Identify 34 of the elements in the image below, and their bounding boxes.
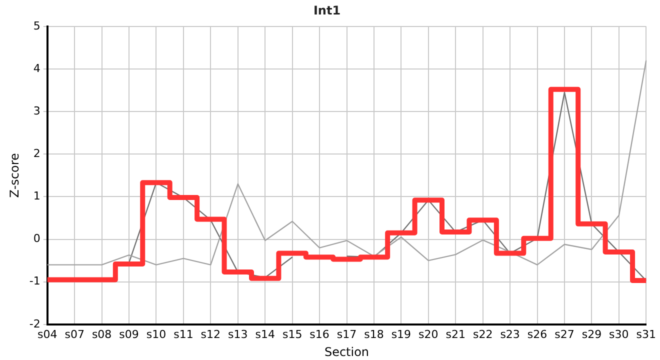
x-axis-title: Section [324,344,370,359]
y-tick-label: 3 [33,104,40,118]
x-tick-label: s11 [174,328,194,341]
x-tick-label: s09 [119,328,139,341]
x-tick-label: s30 [609,328,629,341]
x-tick-label: s12 [200,328,221,341]
x-tick-label: s04 [38,328,58,341]
y-tick-label: 4 [33,62,40,75]
y-tick-label: 2 [33,146,40,160]
x-tick-label: s21 [446,328,466,341]
x-tick-label: s20 [418,328,438,341]
x-tick-label: s27 [554,328,574,341]
x-tick-label: s22 [472,328,493,341]
y-tick-label: -2 [29,317,40,330]
x-tick-label: s10 [146,328,166,341]
x-tick-label: s17 [336,328,357,341]
x-tick-label: s08 [92,328,112,341]
x-tick-label: s19 [391,328,412,341]
x-tick-label: s23 [500,328,520,341]
chart-title: Int1 [313,3,341,18]
y-axis-title: Z-score [7,153,22,198]
y-tick-label: 1 [33,190,40,203]
x-tick-label: s18 [364,328,384,341]
x-tick-label: s15 [282,328,302,341]
x-tick-label: s07 [64,328,84,341]
y-tick-label: 0 [33,232,40,246]
x-tick-label: s31 [636,328,656,341]
x-tick-label: s29 [582,328,602,341]
x-tick-label: s14 [255,328,275,341]
x-tick-label: s13 [228,328,248,341]
x-tick-label: s26 [527,328,548,341]
y-tick-label: 5 [33,19,40,32]
x-tick-label: s16 [310,328,330,341]
y-tick-label: -1 [29,274,40,288]
